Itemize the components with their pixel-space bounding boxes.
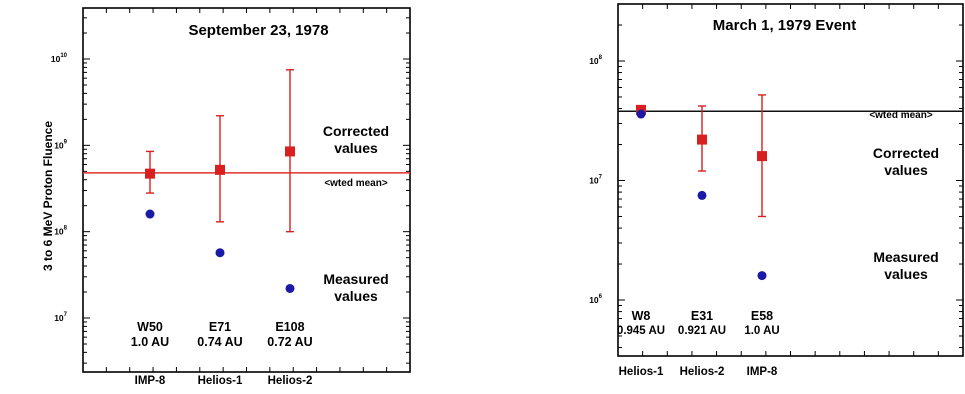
measured-point [636, 109, 646, 119]
y-tick-label: 107 [589, 175, 602, 186]
spacecraft-distance: 0.945 AU [617, 325, 665, 337]
x-category-label: Helios-2 [268, 375, 313, 387]
corrected-label-line2: values [334, 140, 378, 156]
x-category-label: IMP-8 [747, 366, 778, 378]
measured-point [285, 283, 295, 293]
y-tick-exponent: 9 [64, 139, 68, 145]
corrected-point [757, 151, 767, 162]
measured-point [757, 271, 767, 281]
spacecraft-direction: E71 [209, 320, 231, 334]
spacecraft-distance: 0.921 AU [678, 325, 726, 337]
spacecraft-distance: 0.74 AU [197, 335, 242, 349]
corrected-point [145, 168, 155, 179]
x-category-label: Helios-1 [198, 375, 243, 387]
y-tick-exponent: 8 [599, 55, 603, 61]
plot-frame [617, 3, 964, 357]
spacecraft-direction: E58 [751, 309, 773, 323]
corrected-label: Corrected [873, 145, 939, 161]
y-tick-label: 108 [54, 226, 67, 237]
y-axis-label: 3 to 6 MeV Proton Fluence [41, 121, 55, 271]
chart-title: March 1, 1979 Event [713, 17, 856, 34]
y-tick-exponent: 6 [599, 294, 603, 300]
corrected-label-line2: values [884, 162, 928, 178]
measured-label: Measured [323, 271, 388, 287]
y-tick-label: 109 [54, 139, 67, 150]
y-tick-label: 1010 [51, 53, 68, 64]
chart-march-1979: 108 107 106 March 1, 1979 Event <wted mean> C… [589, 3, 964, 378]
x-category-label: IMP-8 [135, 375, 166, 387]
corrected-label: Corrected [323, 123, 389, 139]
chart-title: September 23, 1978 [188, 22, 328, 39]
y-tick-label: 108 [589, 55, 602, 66]
measured-label-line2: values [884, 266, 928, 282]
plot-frame [82, 7, 411, 373]
measured-point [145, 209, 155, 219]
y-tick-exponent: 10 [60, 53, 67, 59]
y-tick-label: 107 [54, 312, 67, 323]
x-category-label: Helios-2 [680, 366, 725, 378]
spacecraft-distance: 1.0 AU [131, 335, 169, 349]
spacecraft-direction: E108 [275, 320, 304, 334]
measured-label: Measured [873, 249, 938, 265]
spacecraft-distance: 0.72 AU [267, 335, 312, 349]
weighted-mean-label: <wted mean> [324, 178, 388, 189]
spacecraft-direction: E31 [691, 309, 713, 323]
spacecraft-direction: W8 [632, 309, 651, 323]
y-tick-exponent: 8 [64, 226, 68, 232]
measured-label-line2: values [334, 288, 378, 304]
y-tick-exponent: 7 [599, 175, 603, 181]
measured-point [215, 248, 225, 258]
corrected-point [215, 164, 225, 175]
spacecraft-distance: 1.0 AU [744, 325, 779, 337]
spacecraft-direction: W50 [137, 320, 163, 334]
weighted-mean-label: <wted mean> [869, 110, 933, 121]
corrected-point [697, 134, 707, 145]
measured-point [697, 190, 707, 200]
corrected-point [285, 146, 295, 157]
y-tick-exponent: 7 [64, 312, 68, 318]
x-category-label: Helios-1 [619, 366, 664, 378]
y-tick-label: 106 [589, 294, 602, 305]
